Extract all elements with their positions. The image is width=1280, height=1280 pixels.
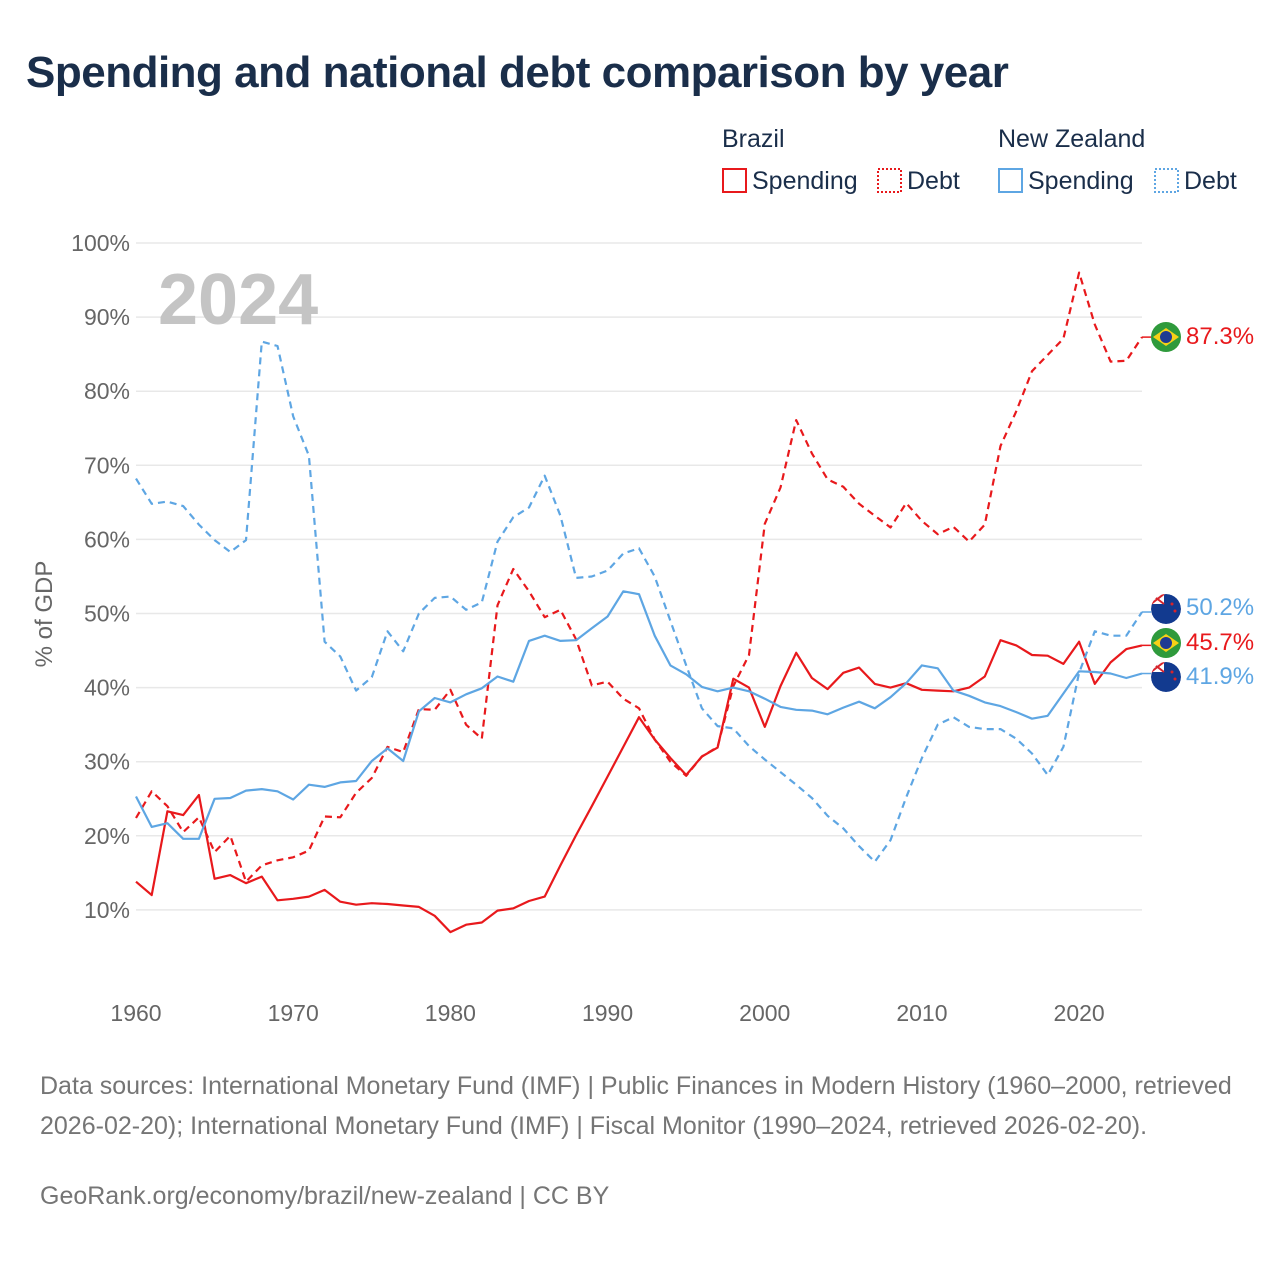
x-tick-label: 2020 (1054, 1000, 1105, 1026)
legend-new-zealand-debt-label: Debt (1184, 167, 1237, 195)
legend-brazil-debt-label: Debt (907, 167, 960, 195)
legend-brazil-spending-label: Spending (752, 167, 858, 195)
new-zealand-flag-icon (1151, 594, 1181, 624)
x-tick-label: 1970 (268, 1000, 319, 1026)
y-tick-label: 100% (71, 230, 130, 256)
series-line-new-zealand-spending (135, 590, 1143, 840)
y-tick-label: 60% (84, 526, 130, 552)
legend-new-zealand-spending-swatch (998, 168, 1023, 193)
legend-brazil-debt-swatch (877, 168, 902, 193)
series-lines (135, 271, 1151, 934)
attribution: GeoRank.org/economy/brazil/new-zealand |… (40, 1182, 610, 1210)
x-tick-label: 1960 (110, 1000, 161, 1026)
brazil-flag-icon (1151, 322, 1181, 352)
legend-brazil-heading: Brazil (722, 125, 785, 153)
end-label-brazil-debt: 87.3% (1186, 323, 1254, 350)
new-zealand-flag-icon (1151, 662, 1181, 692)
year-overlay: 2024 (158, 260, 318, 340)
gridlines (136, 242, 1142, 911)
source-note: Data sources: International Monetary Fun… (40, 1072, 1232, 1140)
x-tick-label: 2010 (896, 1000, 947, 1026)
legend-new-zealand-spending-label: Spending (1028, 167, 1134, 195)
end-label-brazil-spending: 45.7% (1186, 629, 1254, 656)
x-tick-label: 1980 (425, 1000, 476, 1026)
end-label-new-zealand-spending: 41.9% (1186, 663, 1254, 690)
end-label-new-zealand-debt: 50.2% (1186, 594, 1254, 621)
legend: Brazil Spending Debt New Zealand Spendin… (722, 125, 1237, 195)
y-tick-label: 50% (84, 601, 130, 627)
y-tick-label: 20% (84, 823, 130, 849)
y-tick-label: 40% (84, 675, 130, 701)
y-tick-label: 30% (84, 749, 130, 775)
y-tick-label: 90% (84, 304, 130, 330)
y-axis-ticks: 10% 20% 30% 40% 50% 60% 70% 80% 90% 100% (71, 230, 130, 923)
brazil-flag-icon (1151, 628, 1181, 658)
legend-new-zealand-debt-swatch (1154, 168, 1179, 193)
x-tick-label: 1990 (582, 1000, 633, 1026)
chart-title: Spending and national debt comparison by… (26, 48, 1009, 97)
x-tick-label: 2000 (739, 1000, 790, 1026)
series-line-new-zealand-debt (135, 340, 1143, 863)
y-tick-label: 10% (84, 897, 130, 923)
series-line-brazil-spending (135, 639, 1143, 934)
y-tick-label: 80% (84, 378, 130, 404)
y-tick-label: 70% (84, 452, 130, 478)
y-axis-label: % of GDP (31, 561, 58, 668)
x-axis-ticks: 1960 1970 1980 1990 2000 2010 2020 (110, 1000, 1104, 1026)
legend-new-zealand-heading: New Zealand (998, 125, 1145, 153)
chart-area: Brazil Spending Debt New Zealand Spendin… (31, 125, 1254, 1026)
series-line-brazil-debt (135, 271, 1143, 883)
legend-brazil-spending-swatch (722, 168, 747, 193)
